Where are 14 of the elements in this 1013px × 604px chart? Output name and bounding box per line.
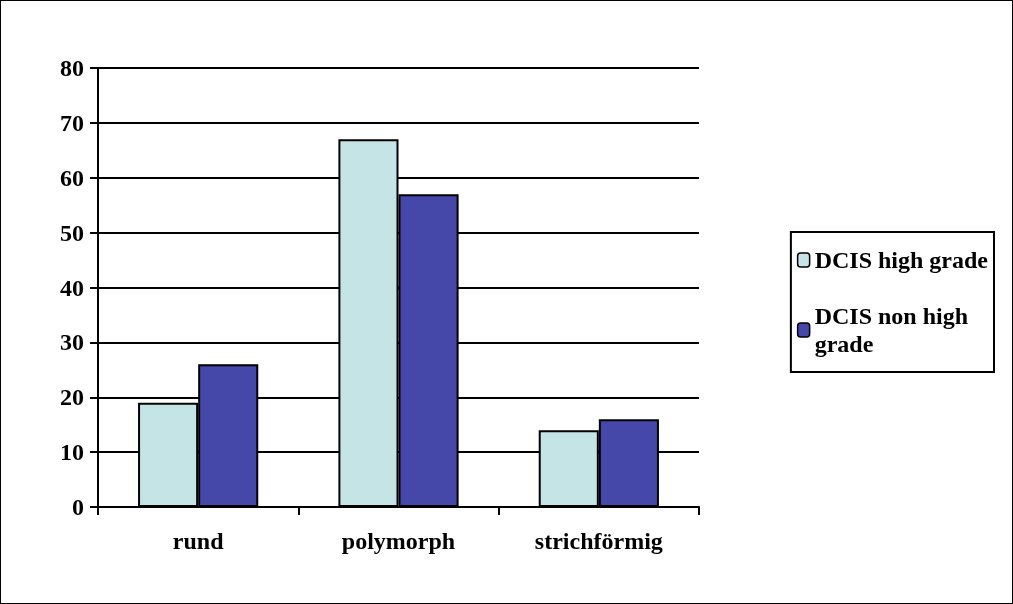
- legend-label: DCIS high grade: [814, 247, 989, 273]
- y-tick-label: 80: [60, 55, 84, 81]
- legend-label: DCIS non high grade: [814, 303, 969, 357]
- y-tick-label: 70: [60, 109, 84, 136]
- x-tick-label: strichförmig: [534, 528, 663, 554]
- y-tick-label: 10: [60, 439, 84, 466]
- y-tick-label: 0: [72, 494, 84, 520]
- x-tick-label: rund: [172, 528, 225, 554]
- y-tick-label: 20: [60, 384, 84, 411]
- y-tick-label: 50: [60, 219, 84, 246]
- y-tick-label: 30: [60, 329, 84, 356]
- y-tick-label: 40: [60, 274, 84, 301]
- x-tick-label: polymorph: [341, 528, 456, 554]
- y-tick-label: 60: [60, 164, 84, 191]
